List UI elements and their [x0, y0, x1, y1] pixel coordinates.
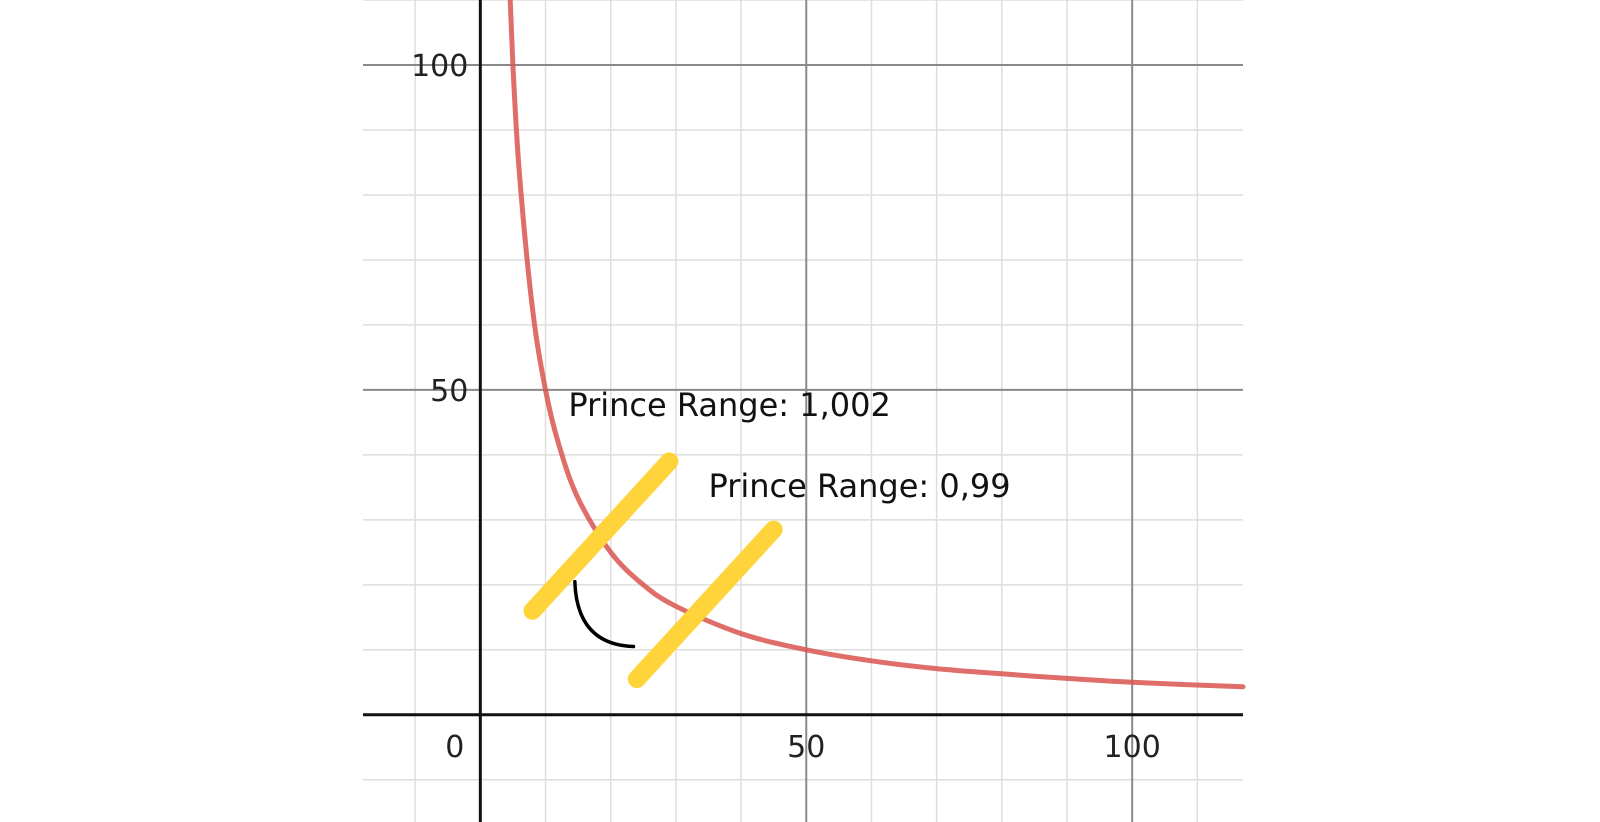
annotation-label: Prince Range: 0,99 [708, 467, 1010, 505]
origin-label: 0 [445, 730, 464, 765]
highlight-line [627, 520, 783, 689]
label-layer: 50 100 50 100 0 Prince Range: 1,002 Prince Ran… [411, 49, 1161, 765]
highlight-line [523, 452, 679, 620]
angle-arc [573, 579, 636, 649]
minor-grid [363, 0, 1243, 822]
axes [363, 0, 1243, 822]
major-grid [363, 0, 1243, 822]
y-tick-label: 100 [411, 49, 468, 84]
highlight-layer [523, 452, 783, 689]
y-tick-label: 50 [430, 374, 468, 409]
series-line [507, 0, 1246, 690]
x-tick-label: 50 [787, 730, 825, 765]
annotation-label: Prince Range: 1,002 [568, 386, 891, 424]
x-tick-label: 100 [1104, 730, 1161, 765]
curve-layer [507, 0, 1246, 690]
